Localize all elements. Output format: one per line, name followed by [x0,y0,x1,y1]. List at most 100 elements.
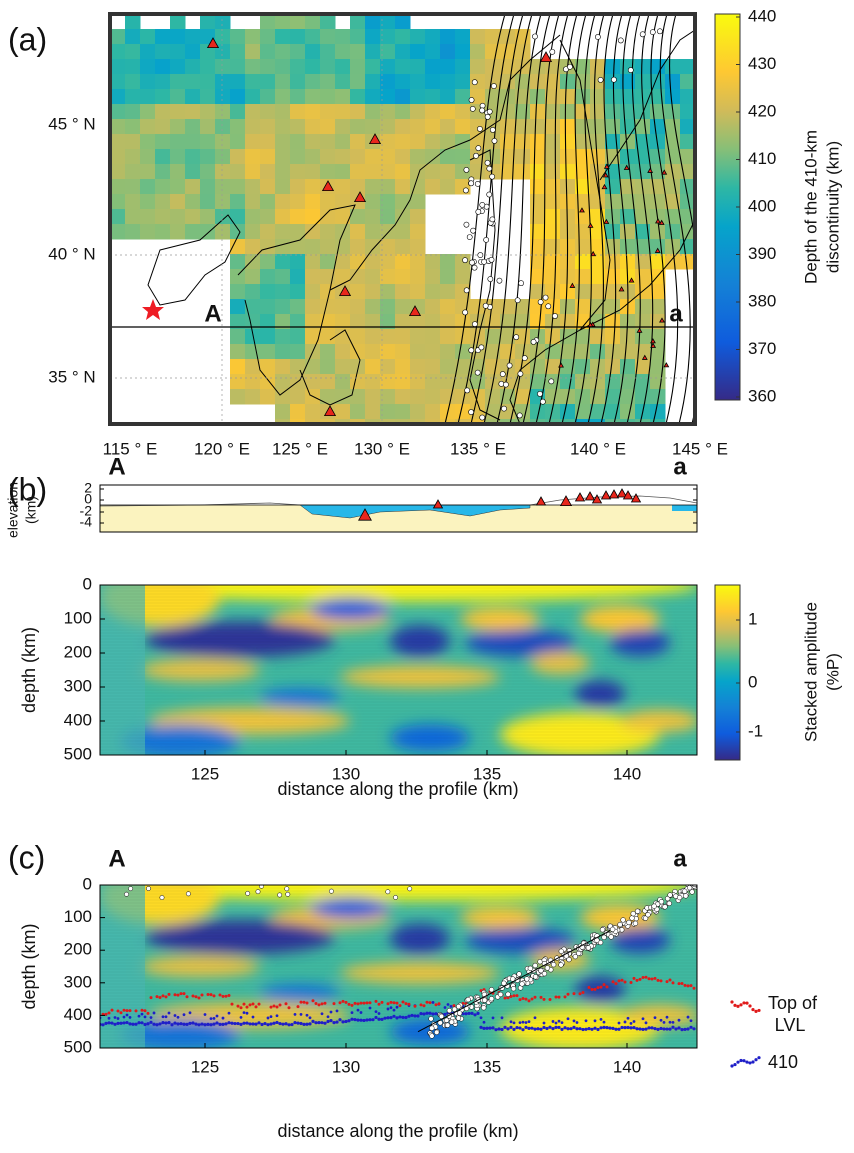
earthquake [407,886,413,892]
map-cell [380,59,396,75]
picks-410 [632,1020,636,1023]
picks-lvl [437,1002,441,1006]
picks-410 [212,1016,216,1020]
map-cell [425,164,441,180]
x-tick-label: 115 ° E [103,439,158,458]
earthquake [486,108,493,115]
picks-410 [356,1018,360,1022]
earthquake [481,997,488,1003]
earthquake [538,967,544,974]
map [110,14,695,424]
amplitude-blob [260,983,340,1002]
picks-410 [101,1023,105,1027]
map-cell [395,44,411,60]
map-cell [485,404,501,420]
picks-410 [143,1022,147,1027]
map-cell [560,359,576,375]
map-cell [545,329,561,345]
earthquake [473,152,479,159]
picks-410 [419,1012,423,1016]
map-cell [260,344,276,360]
map-cell [575,299,591,315]
picks-lvl [644,975,648,979]
map-cell [365,329,381,345]
y-axis-label: depth (km) [19,923,39,1009]
map-cell [440,119,456,135]
volcano [622,490,634,500]
picks-lvl [179,992,183,996]
map-cell [260,134,276,150]
map-cell [275,209,291,225]
picks-410 [266,1023,270,1027]
map-cell [155,74,171,90]
map-cell [350,314,366,330]
map-cell [575,254,591,270]
earthquake [630,911,636,917]
picks-lvl [572,992,576,996]
picks-lvl [305,1001,309,1005]
map-cell [515,419,531,424]
map-cell [305,179,321,195]
map-cell [425,374,441,390]
picks-410 [689,1019,693,1023]
map-cell [275,179,291,195]
picks-410 [500,1016,504,1020]
map-cell [485,119,501,135]
map-cell [335,254,351,270]
earthquake [488,256,495,263]
picks-410 [596,1027,600,1032]
picks-lvl [317,1003,321,1007]
picks-410 [578,1027,582,1031]
earthquake [468,180,475,187]
earthquake [517,370,524,377]
colorbar-tick-label: 430 [748,54,776,73]
map-cell [380,239,396,255]
map-cell [140,179,156,195]
picks-410 [161,1015,165,1019]
map-cell [395,209,411,225]
picks-lvl [377,1002,381,1006]
earthquake [488,987,495,993]
map-cell [350,179,366,195]
map-cell [290,269,306,285]
earthquake [463,167,470,173]
map-cell [335,104,351,120]
x-axis-label: distance along the profile (km) [277,1121,518,1141]
volcano [353,191,367,202]
picks-410 [122,1021,126,1025]
map-cell [590,89,606,105]
map-cell [275,119,291,135]
picks-410 [386,1007,390,1011]
map-cell [245,224,261,240]
map-cell [140,209,156,225]
picks-410 [176,1015,180,1019]
map-cell [290,299,306,315]
map-cell [590,59,606,75]
map-cell [365,344,381,360]
map-cell [305,74,321,90]
picks-lvl [287,1006,291,1010]
picks-410 [254,1022,258,1026]
picks-410 [560,1021,564,1025]
map-cell [380,344,396,360]
map-cell [425,134,441,150]
map-cell [320,164,336,180]
picks-410 [572,1025,576,1029]
map-cell [365,269,381,285]
picks-410 [677,1018,681,1022]
map-cell [230,239,246,255]
picks-410 [587,1027,591,1031]
legend-marker [742,1059,746,1063]
map-cell [620,164,636,180]
amplitude-blob [580,605,660,633]
profile-end: a [669,300,683,327]
earthquake [558,962,564,968]
map-cell [620,224,636,240]
earthquake [597,77,604,83]
map-cell [425,344,441,360]
picks-410 [464,1012,468,1016]
picks-410 [224,1022,228,1026]
picks-410 [311,1019,315,1024]
picks-410 [677,1026,681,1030]
picks-410 [209,1023,213,1027]
